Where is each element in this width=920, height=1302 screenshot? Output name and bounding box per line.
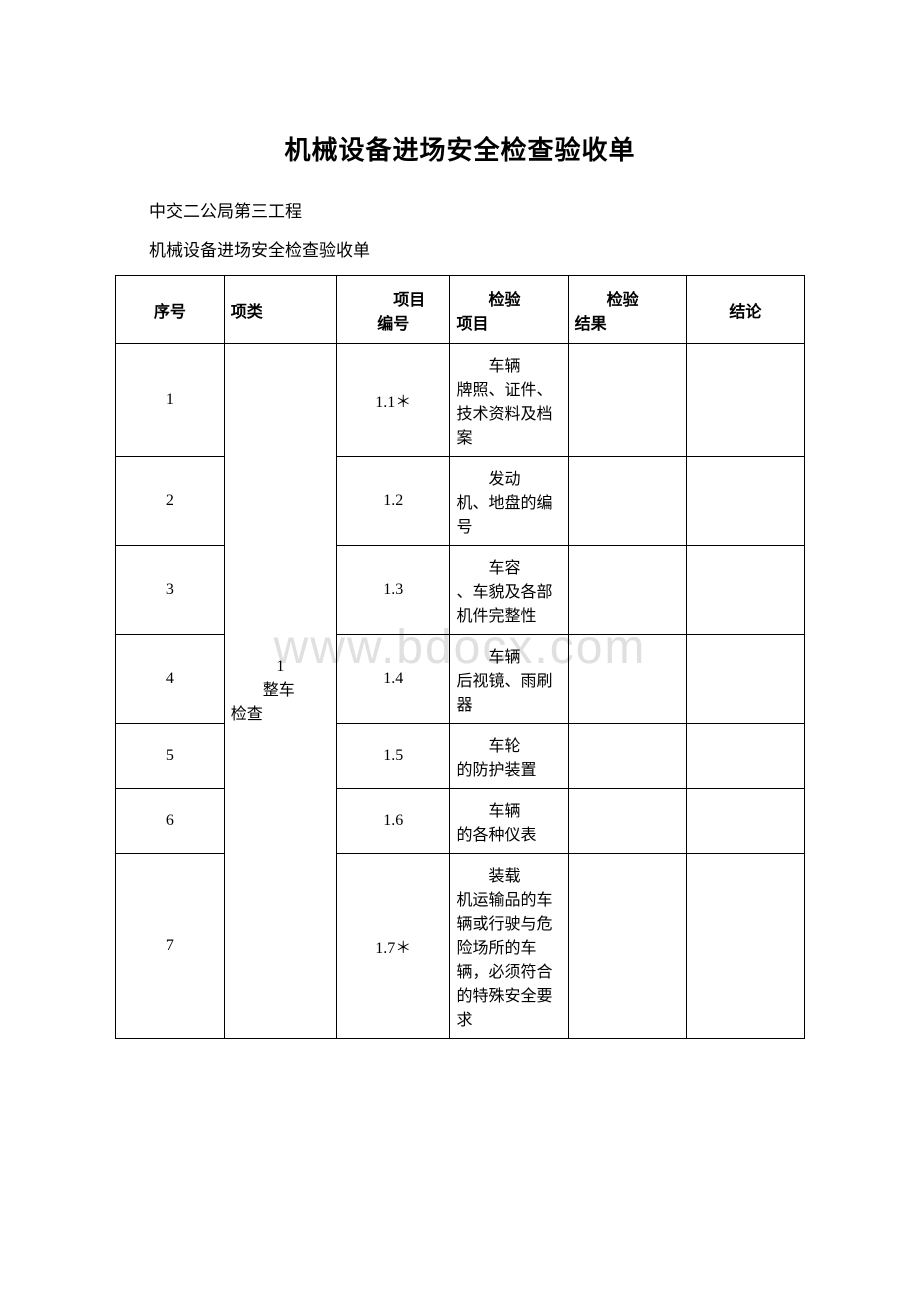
table-row: 2 1.2 发动 机、地盘的编号 xyxy=(116,457,805,546)
cell-conclusion xyxy=(686,344,804,457)
content-first: 车辆 xyxy=(456,797,561,821)
header-item-num-line2: 编号 xyxy=(343,310,443,334)
cell-result xyxy=(568,457,686,546)
cell-content: 装载 机运输品的车辆或行驶与危险场所的车辆，必须符合的特殊安全要求 xyxy=(450,854,568,1039)
cell-seq: 6 xyxy=(116,789,225,854)
category-number: 1 xyxy=(231,658,330,676)
content-first: 车容 xyxy=(456,554,561,578)
cell-content: 车容 、车貌及各部机件完整性 xyxy=(450,546,568,635)
cell-conclusion xyxy=(686,724,804,789)
cell-seq: 7 xyxy=(116,854,225,1039)
cell-conclusion xyxy=(686,854,804,1039)
cell-result xyxy=(568,344,686,457)
cell-seq: 5 xyxy=(116,724,225,789)
table-row: 6 1.6 车辆 的各种仪表 xyxy=(116,789,805,854)
cell-content: 发动 机、地盘的编号 xyxy=(450,457,568,546)
table-row: 4 1.4 车辆 后视镜、雨刷器 xyxy=(116,635,805,724)
content-first: 装载 xyxy=(456,862,561,886)
cell-result xyxy=(568,854,686,1039)
content-first: 车辆 xyxy=(456,352,561,376)
cell-seq: 4 xyxy=(116,635,225,724)
cell-seq: 2 xyxy=(116,457,225,546)
cell-seq: 3 xyxy=(116,546,225,635)
cell-content: 车辆 牌照、证件、技术资料及档案 xyxy=(450,344,568,457)
table-header-row: 序号 项类 项目 编号 检验 项目 检验 结果 结论 xyxy=(116,276,805,344)
cell-item-num: 1.2 xyxy=(336,457,449,546)
content-rest: 机运输品的车辆或行驶与危险场所的车辆，必须符合的特殊安全要求 xyxy=(456,886,561,1030)
header-item-num-line1: 项目 xyxy=(343,286,443,310)
header-result-line2: 结果 xyxy=(575,310,680,334)
content-first: 车辆 xyxy=(456,643,561,667)
header-item-content-line2: 项目 xyxy=(456,310,561,334)
cell-result xyxy=(568,724,686,789)
content-wrapper: 机械设备进场安全检查验收单 中交二公局第三工程 机械设备进场安全检查验收单 序号… xyxy=(115,130,805,1039)
header-result-line1: 检验 xyxy=(575,286,680,310)
category-name-first: 整车 xyxy=(231,676,330,700)
header-category: 项类 xyxy=(224,276,336,344)
content-rest: 后视镜、雨刷器 xyxy=(456,667,561,715)
cell-seq: 1 xyxy=(116,344,225,457)
header-result: 检验 结果 xyxy=(568,276,686,344)
category-name-rest: 检查 xyxy=(231,700,330,724)
page-title: 机械设备进场安全检查验收单 xyxy=(115,130,805,167)
content-rest: 机、地盘的编号 xyxy=(456,489,561,537)
header-item-content: 检验 项目 xyxy=(450,276,568,344)
header-conclusion: 结论 xyxy=(686,276,804,344)
content-first: 发动 xyxy=(456,465,561,489)
table-row: 1 1 整车 检查 1.1＊ 车辆 牌照、证件、技术资料及档案 xyxy=(116,344,805,457)
table-row: 3 1.3 车容 、车貌及各部机件完整性 xyxy=(116,546,805,635)
cell-conclusion xyxy=(686,635,804,724)
header-item-num: 项目 编号 xyxy=(336,276,449,344)
content-rest: 的防护装置 xyxy=(456,756,561,780)
table-row: 7 1.7＊ 装载 机运输品的车辆或行驶与危险场所的车辆，必须符合的特殊安全要求 xyxy=(116,854,805,1039)
cell-item-num: 1.5 xyxy=(336,724,449,789)
content-rest: 牌照、证件、技术资料及档案 xyxy=(456,376,561,448)
cell-content: 车辆 的各种仪表 xyxy=(450,789,568,854)
cell-conclusion xyxy=(686,789,804,854)
content-first: 车轮 xyxy=(456,732,561,756)
subtitle-1: 中交二公局第三工程 xyxy=(115,197,805,222)
cell-conclusion xyxy=(686,546,804,635)
cell-item-num: 1.4 xyxy=(336,635,449,724)
cell-item-num: 1.7＊ xyxy=(336,854,449,1039)
subtitle-2: 机械设备进场安全检查验收单 xyxy=(115,236,805,261)
cell-conclusion xyxy=(686,457,804,546)
content-rest: 的各种仪表 xyxy=(456,821,561,845)
cell-item-num: 1.1＊ xyxy=(336,344,449,457)
table-row: 5 1.5 车轮 的防护装置 xyxy=(116,724,805,789)
cell-category: 1 整车 检查 xyxy=(224,344,336,1039)
cell-result xyxy=(568,635,686,724)
cell-content: 车辆 后视镜、雨刷器 xyxy=(450,635,568,724)
header-seq: 序号 xyxy=(116,276,225,344)
cell-content: 车轮 的防护装置 xyxy=(450,724,568,789)
content-rest: 、车貌及各部机件完整性 xyxy=(456,578,561,626)
inspection-table: 序号 项类 项目 编号 检验 项目 检验 结果 结论 1 xyxy=(115,275,805,1039)
header-item-content-line1: 检验 xyxy=(456,286,561,310)
cell-item-num: 1.6 xyxy=(336,789,449,854)
cell-item-num: 1.3 xyxy=(336,546,449,635)
cell-result xyxy=(568,789,686,854)
cell-result xyxy=(568,546,686,635)
